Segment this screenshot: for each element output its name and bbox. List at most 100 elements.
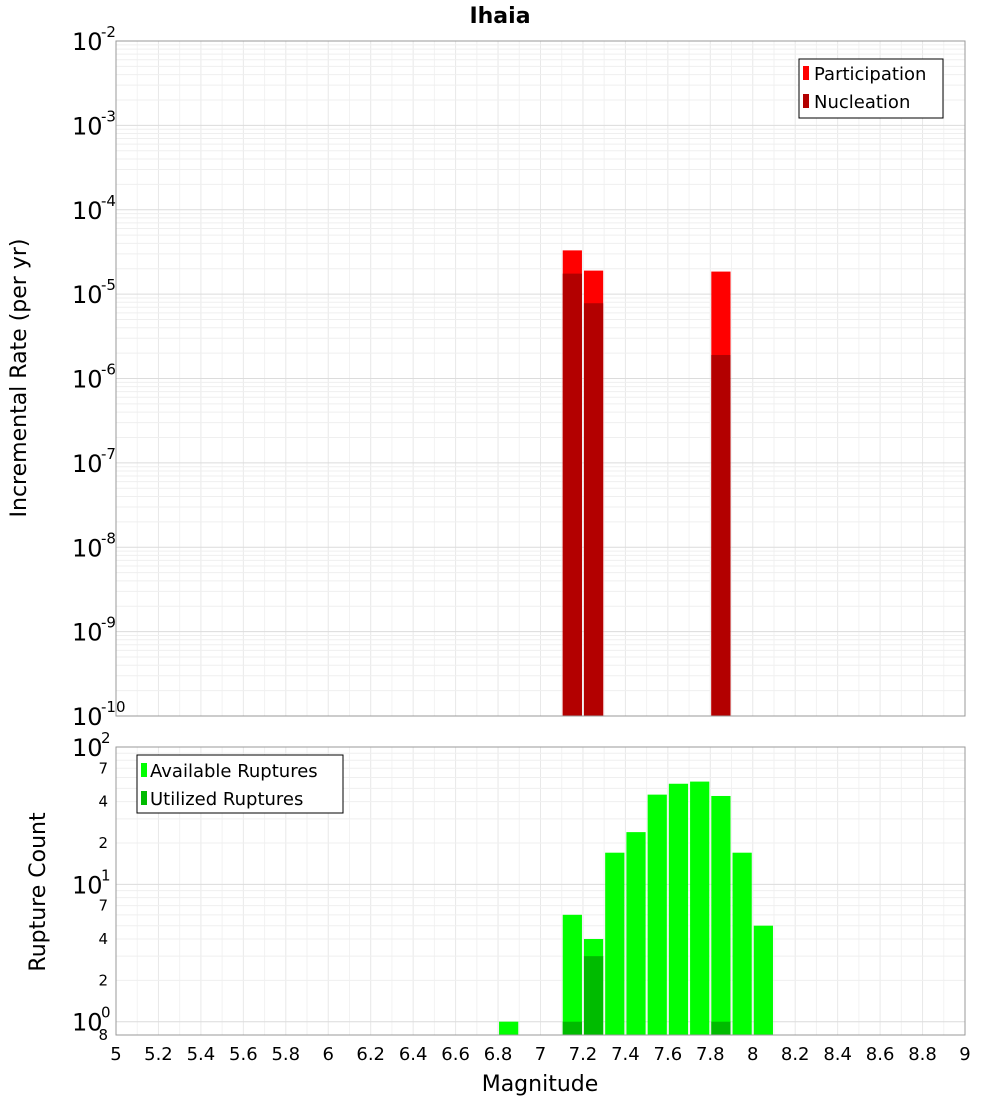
- chart-title: Ihaia: [469, 4, 530, 29]
- rate-bars: [562, 250, 731, 717]
- rate-y-tick-base: 10: [72, 366, 103, 394]
- rate-y-tick-exponent: -2: [101, 23, 116, 41]
- count-y-minor-tick-label: 4: [98, 793, 108, 811]
- x-ticks: 5 5.2 5.4 5.6 5.8 6 6.2 6.4 6.6 6.8 7 7.2 7.4 7.6 7.8 8…: [110, 1044, 970, 1065]
- x-tick-label: 8.4: [823, 1044, 852, 1065]
- x-tick-label: 5: [110, 1044, 121, 1065]
- x-tick-label: 6.4: [399, 1044, 428, 1065]
- utilized-legend-swatch: [141, 791, 147, 805]
- rate-plot-border: [115, 40, 966, 717]
- available-ruptures-bar: [668, 783, 689, 1035]
- available-ruptures-bar: [753, 925, 773, 1035]
- available-ruptures-bar: [690, 781, 710, 1035]
- rate-legend-box: [798, 58, 944, 119]
- x-tick-label: 5.8: [271, 1044, 300, 1065]
- x-tick-label: 8.8: [908, 1044, 937, 1065]
- rate-y-tick-base: 10: [72, 703, 103, 731]
- count-y-minor-tick-label: 7: [98, 759, 108, 777]
- count-y-tick-base: 10: [72, 871, 103, 899]
- rate-y-tick-exponent: -10: [101, 698, 126, 716]
- rate-y-tick-exponent: -8: [101, 529, 116, 547]
- available-ruptures-bar: [647, 794, 667, 1035]
- count-y-minor-tick-label: 2: [98, 971, 108, 989]
- count-bars: [499, 781, 773, 1035]
- rate-y-tick-exponent: -7: [101, 445, 116, 463]
- count-y-tick-base: 10: [72, 1009, 103, 1037]
- x-tick-label: 6.6: [441, 1044, 470, 1065]
- x-tick-label: 5.2: [144, 1044, 173, 1065]
- available-ruptures-bar: [626, 832, 646, 1035]
- available-ruptures-bar: [499, 1021, 519, 1035]
- available-ruptures-bar: [732, 852, 752, 1035]
- nucleation-legend-swatch: [803, 94, 809, 108]
- utilized-ruptures-bar: [583, 956, 604, 1035]
- utilized-ruptures-bar: [562, 1021, 582, 1035]
- rate-y-tick-base: 10: [72, 28, 103, 56]
- rate-panel: 10-210-310-410-510-610-710-810-910-10 In…: [7, 23, 966, 731]
- participation-legend-swatch: [803, 66, 809, 80]
- count-y-minor-tick-label: 4: [98, 930, 108, 948]
- rate-legend: Participation Nucleation: [798, 58, 944, 119]
- count-y-minor-tick-label: 8: [98, 1026, 108, 1044]
- x-tick-label: 5.6: [229, 1044, 258, 1065]
- x-tick-label: 8.2: [781, 1044, 810, 1065]
- available-legend-swatch: [141, 763, 147, 777]
- available-ruptures-bar: [711, 795, 731, 1035]
- count-y-axis-label: Rupture Count: [26, 812, 51, 972]
- rate-y-tick-base: 10: [72, 450, 103, 478]
- rate-y-ticks: 10-210-310-410-510-610-710-810-910-10: [72, 23, 126, 731]
- rate-y-tick: 10-6: [72, 361, 116, 394]
- utilized-ruptures-bar: [711, 1021, 731, 1035]
- x-tick-label: 7.8: [696, 1044, 725, 1065]
- x-tick-label: 6.8: [484, 1044, 513, 1065]
- x-tick-label: 8: [747, 1044, 758, 1065]
- available-ruptures-bar: [605, 852, 625, 1035]
- nucleation-bar: [711, 354, 731, 716]
- count-y-tick-exponent: 0: [101, 1004, 111, 1022]
- x-tick-label: 9: [959, 1044, 970, 1065]
- participation-legend-label: Participation: [814, 64, 926, 85]
- count-y-minor-tick-label: 7: [98, 897, 108, 915]
- rate-y-tick: 10-9: [72, 614, 116, 647]
- rate-y-tick-base: 10: [72, 281, 103, 309]
- count-y-tick: 101: [72, 866, 111, 899]
- rate-y-tick-exponent: -5: [101, 276, 116, 294]
- count-y-minor-tick-label: 2: [98, 834, 108, 852]
- count-y-tick-exponent: 2: [101, 729, 111, 747]
- count-y-tick-exponent: 1: [101, 866, 111, 884]
- x-tick-label: 7.4: [611, 1044, 640, 1065]
- x-tick-label: 6.2: [356, 1044, 385, 1065]
- available-legend-label: Available Ruptures: [150, 761, 318, 782]
- count-plot-border: [115, 746, 966, 1036]
- rate-y-tick-base: 10: [72, 534, 103, 562]
- available-ruptures-bar: [562, 914, 582, 1035]
- rate-y-tick: 10-5: [72, 276, 116, 309]
- rate-y-tick: 10-4: [72, 192, 116, 225]
- count-y-tick-base: 10: [72, 734, 103, 762]
- rate-y-tick-base: 10: [72, 112, 103, 140]
- x-tick-label: 7.2: [569, 1044, 598, 1065]
- rate-y-tick: 10-10: [72, 698, 126, 731]
- rate-y-tick-base: 10: [72, 197, 103, 225]
- x-tick-label: 5.4: [187, 1044, 216, 1065]
- x-tick-label: 8.6: [866, 1044, 895, 1065]
- rate-y-tick-base: 10: [72, 619, 103, 647]
- rate-y-tick-exponent: -6: [101, 361, 116, 379]
- nucleation-legend-label: Nucleation: [814, 92, 910, 113]
- count-y-tick: 100: [72, 1004, 111, 1037]
- x-tick-label: 6: [323, 1044, 334, 1065]
- rate-y-tick: 10-2: [72, 23, 116, 56]
- rate-y-tick: 10-3: [72, 107, 116, 140]
- rate-y-tick-exponent: -9: [101, 614, 116, 632]
- x-tick-label: 7.6: [654, 1044, 683, 1065]
- rate-y-tick-exponent: -4: [101, 192, 116, 210]
- nucleation-bar: [562, 273, 582, 716]
- rate-grid: [115, 41, 966, 717]
- rate-y-tick: 10-8: [72, 529, 116, 562]
- utilized-legend-label: Utilized Ruptures: [150, 789, 303, 810]
- x-tick-label: 7: [535, 1044, 546, 1065]
- nucleation-bar: [583, 303, 604, 716]
